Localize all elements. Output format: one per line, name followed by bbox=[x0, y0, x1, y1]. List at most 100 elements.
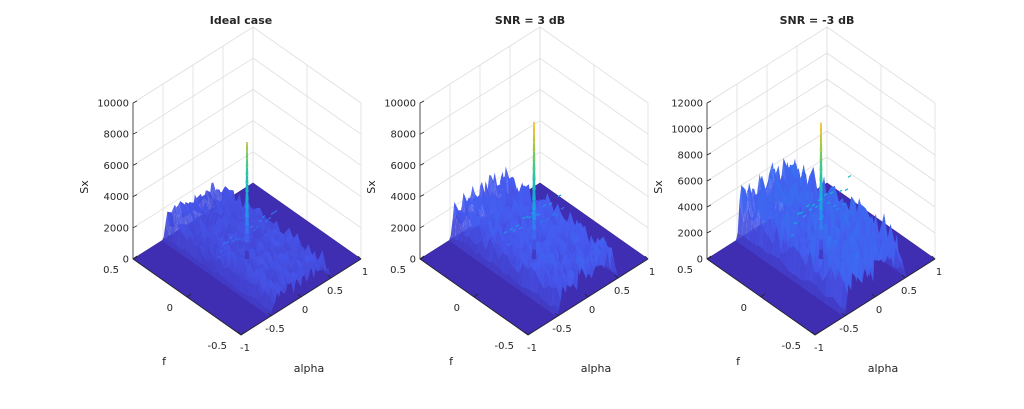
surface-cell bbox=[273, 272, 280, 284]
surface-cell bbox=[171, 228, 178, 245]
ridge-line bbox=[512, 228, 517, 232]
ridge-line bbox=[506, 242, 511, 246]
peak-segment bbox=[244, 242, 250, 251]
surface-cell bbox=[501, 182, 508, 212]
surface-cell bbox=[231, 217, 238, 228]
surface-cell bbox=[601, 236, 608, 253]
surface-cell bbox=[466, 205, 473, 232]
surface-cell bbox=[854, 204, 861, 242]
peak-segment bbox=[532, 160, 536, 171]
surface-cell bbox=[561, 271, 568, 280]
surface-cell bbox=[578, 255, 585, 272]
surface-cell bbox=[542, 286, 549, 303]
surface-cell bbox=[477, 226, 484, 245]
surface-cell bbox=[490, 209, 497, 220]
surface-cell bbox=[810, 282, 817, 297]
surface-cell bbox=[827, 297, 834, 308]
surface-cell bbox=[296, 246, 303, 262]
surface-cell bbox=[226, 218, 233, 236]
ridge-line bbox=[536, 213, 541, 217]
surface-cell bbox=[543, 199, 550, 216]
ridge-line bbox=[817, 198, 822, 202]
surface-cell bbox=[259, 292, 266, 308]
surface-cell bbox=[250, 246, 257, 259]
surface-cell bbox=[546, 250, 553, 262]
z-tick-label: 2000 bbox=[678, 229, 703, 240]
surface-cell bbox=[588, 242, 595, 261]
surface-cell bbox=[259, 250, 266, 257]
z-tick bbox=[706, 126, 712, 130]
surface-cell bbox=[183, 201, 190, 207]
z-tick-label: 2000 bbox=[391, 223, 416, 234]
peak-segment bbox=[244, 225, 250, 234]
peak-segment bbox=[245, 192, 249, 201]
surface-cell bbox=[211, 272, 218, 279]
surface-cell bbox=[258, 275, 265, 294]
surface-cell bbox=[234, 204, 241, 225]
surface-cell bbox=[845, 214, 852, 237]
surface-cell bbox=[300, 247, 307, 263]
surface-cell bbox=[213, 231, 220, 241]
surface-cell bbox=[461, 192, 468, 207]
surface-cell bbox=[287, 231, 294, 245]
peak-segment bbox=[245, 167, 249, 176]
peak-segment bbox=[818, 229, 824, 240]
surface-cell bbox=[209, 260, 216, 273]
surface-cell bbox=[545, 237, 552, 253]
surface-cell bbox=[489, 236, 496, 248]
ridge-line bbox=[829, 191, 834, 195]
surface-cell bbox=[749, 182, 756, 222]
surface-cell bbox=[490, 262, 497, 273]
alpha-tick bbox=[931, 255, 936, 260]
surface-cell bbox=[547, 260, 554, 272]
surface-cell bbox=[205, 260, 212, 270]
surface-cell bbox=[190, 234, 197, 247]
surface-cell bbox=[266, 251, 273, 262]
surface-cell bbox=[500, 253, 507, 275]
surface-cell bbox=[186, 226, 193, 241]
peak-segment bbox=[532, 141, 536, 152]
surface-cell bbox=[773, 178, 780, 215]
surface-cell bbox=[182, 204, 189, 215]
ridge-line bbox=[267, 217, 272, 220]
f-tick bbox=[132, 255, 138, 260]
surface-cell bbox=[458, 210, 465, 230]
surface-cell bbox=[571, 253, 578, 262]
surface-cell bbox=[852, 253, 859, 282]
surface-cell bbox=[809, 204, 816, 239]
surface-cell bbox=[550, 287, 557, 307]
surface-cell bbox=[505, 210, 512, 225]
surface-cell bbox=[282, 279, 289, 290]
z-tick-label: 4000 bbox=[104, 192, 129, 203]
ridge-line bbox=[560, 206, 565, 210]
surface-cell bbox=[527, 261, 534, 270]
f-tick-label: 0.5 bbox=[103, 265, 119, 276]
surface-cell bbox=[232, 287, 239, 294]
surface-cell bbox=[854, 252, 861, 264]
surface-cell bbox=[745, 207, 752, 242]
surface-cell bbox=[515, 283, 522, 291]
surface-cell bbox=[203, 201, 210, 219]
surface-cell bbox=[524, 248, 531, 277]
surface-cell bbox=[255, 285, 262, 303]
surface-cell bbox=[262, 275, 269, 294]
surface-cell bbox=[298, 260, 305, 271]
z-tick bbox=[132, 163, 138, 166]
surface-cell bbox=[195, 205, 202, 213]
surface-cell bbox=[204, 236, 211, 244]
surface-cell bbox=[213, 226, 220, 239]
ridge-line bbox=[844, 188, 849, 192]
surface-cell bbox=[560, 240, 567, 254]
f-tick-label: -0.5 bbox=[207, 341, 227, 352]
surface-cell bbox=[504, 182, 511, 195]
surface-cell bbox=[207, 269, 214, 276]
surface-cell bbox=[808, 251, 815, 283]
surface-cell bbox=[792, 223, 799, 239]
surface-cell bbox=[544, 302, 551, 311]
surface-cell bbox=[257, 264, 264, 277]
ridge-line bbox=[243, 235, 248, 239]
surface-cell bbox=[233, 272, 240, 278]
surface-cell bbox=[249, 296, 256, 306]
peak-segment bbox=[532, 170, 536, 181]
surface-cell bbox=[600, 245, 607, 266]
